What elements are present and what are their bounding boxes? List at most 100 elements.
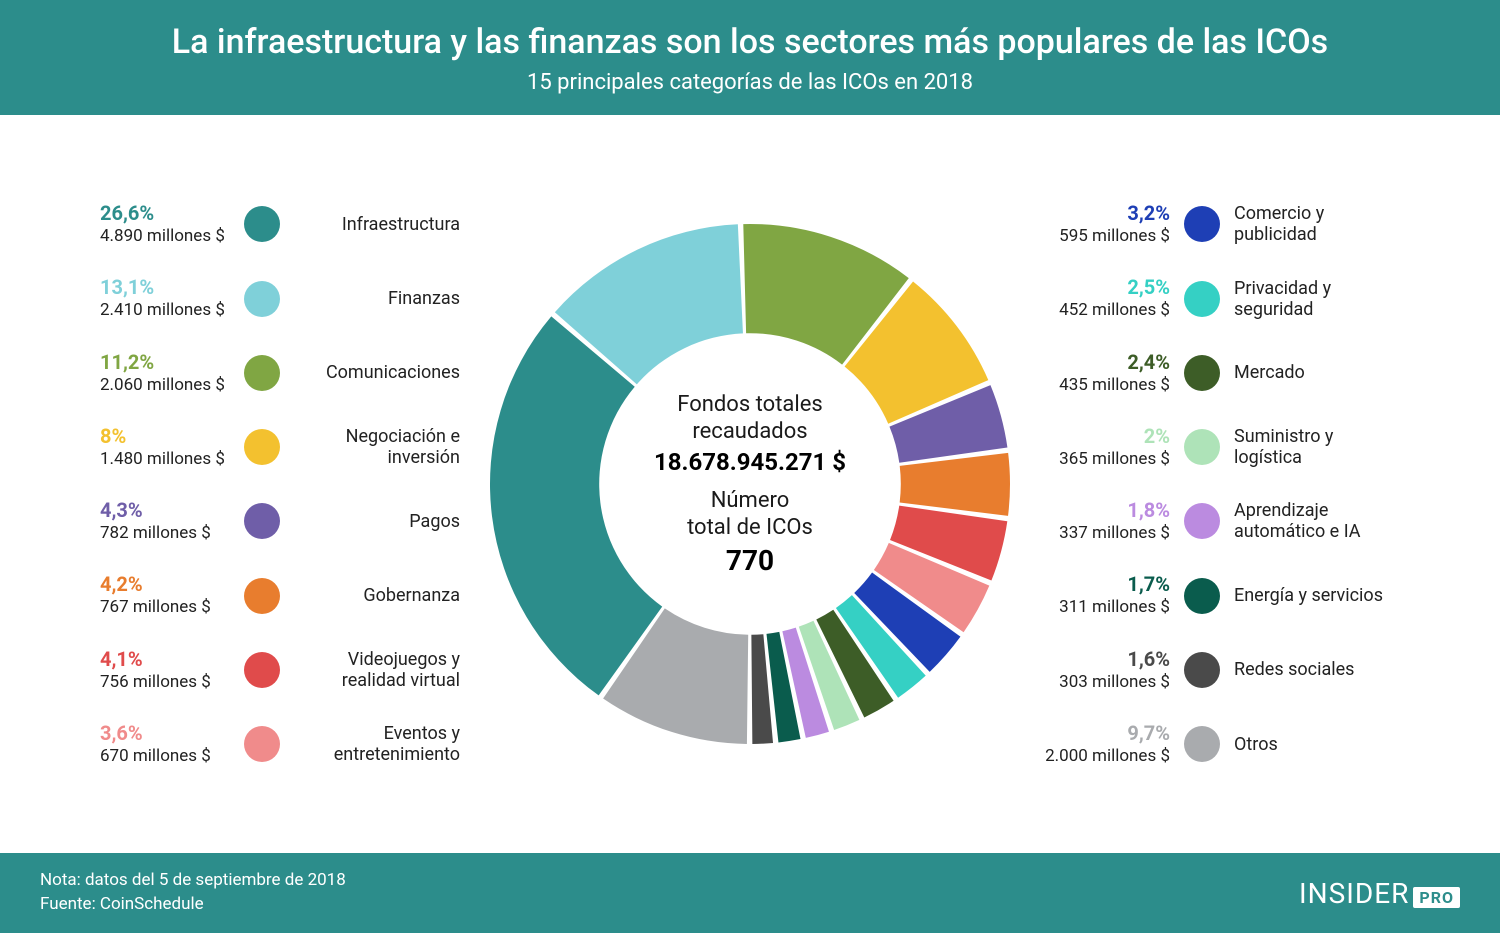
legend-pct: 26,6% bbox=[100, 201, 230, 226]
legend-pct: 1,8% bbox=[1040, 498, 1170, 523]
legend-label: Finanzas bbox=[294, 288, 460, 309]
legend-color-dot bbox=[244, 206, 280, 242]
legend-item: Eventos y entretenimiento 3,6%670 millone… bbox=[100, 721, 460, 767]
legend-item: 2%365 millones $ Suministro y logística bbox=[1040, 424, 1400, 470]
legend-label: Redes sociales bbox=[1234, 659, 1400, 680]
legend-color-dot bbox=[1184, 355, 1220, 391]
legend-color-dot bbox=[1184, 206, 1220, 242]
legend-value: 4.890 millones $ bbox=[100, 226, 230, 247]
legend-value: 756 millones $ bbox=[100, 672, 230, 693]
center-line2: recaudados bbox=[692, 419, 807, 444]
legend-values: 2,4%435 millones $ bbox=[1040, 350, 1170, 396]
legend-pct: 13,1% bbox=[100, 275, 230, 300]
legend-label: Suministro y logística bbox=[1234, 426, 1400, 468]
legend-value: 767 millones $ bbox=[100, 597, 230, 618]
legend-value: 670 millones $ bbox=[100, 746, 230, 767]
legend-pct: 1,6% bbox=[1040, 647, 1170, 672]
legend-color-dot bbox=[244, 652, 280, 688]
legend-color-dot bbox=[1184, 652, 1220, 688]
page-title: La infraestructura y las finanzas son lo… bbox=[20, 22, 1480, 62]
legend-label: Otros bbox=[1234, 734, 1400, 755]
legend-value: 595 millones $ bbox=[1040, 226, 1170, 247]
legend-color-dot bbox=[1184, 726, 1220, 762]
legend-color-dot bbox=[1184, 429, 1220, 465]
legend-pct: 8% bbox=[100, 424, 230, 449]
legend-values: 2,5%452 millones $ bbox=[1040, 275, 1170, 321]
legend-values: 1,7%311 millones $ bbox=[1040, 572, 1170, 618]
legend-value: 311 millones $ bbox=[1040, 597, 1170, 618]
legend-item: 9,7%2.000 millones $ Otros bbox=[1040, 721, 1400, 767]
legend-value: 1.480 millones $ bbox=[100, 449, 230, 470]
legend-pct: 2,5% bbox=[1040, 275, 1170, 300]
legend-value: 782 millones $ bbox=[100, 523, 230, 544]
legend-label: Privacidad y seguridad bbox=[1234, 278, 1400, 320]
legend-label: Videojuegos y realidad virtual bbox=[294, 649, 460, 691]
legend-item: 1,8%337 millones $ Aprendizaje automático… bbox=[1040, 498, 1400, 544]
legend-value: 2.000 millones $ bbox=[1040, 746, 1170, 767]
legend-pct: 4,2% bbox=[100, 572, 230, 597]
legend-label: Comunicaciones bbox=[294, 362, 460, 383]
center-line1: Fondos totales bbox=[677, 392, 822, 417]
legend-pct: 3,6% bbox=[100, 721, 230, 746]
legend-pct: 4,1% bbox=[100, 647, 230, 672]
legend-pct: 1,7% bbox=[1040, 572, 1170, 597]
legend-color-dot bbox=[1184, 281, 1220, 317]
legend-color-dot bbox=[244, 355, 280, 391]
legend-label: Pagos bbox=[294, 511, 460, 532]
legend-values: 4,3%782 millones $ bbox=[100, 498, 230, 544]
legend-item: Finanzas 13,1%2.410 millones $ bbox=[100, 275, 460, 321]
legend-label: Infraestructura bbox=[294, 214, 460, 235]
legend-label: Negociación e inversión bbox=[294, 426, 460, 468]
legend-pct: 11,2% bbox=[100, 350, 230, 375]
center-total-icos: 770 bbox=[726, 544, 774, 577]
legend-label: Aprendizaje automático e IA bbox=[1234, 500, 1400, 542]
legend-values: 8%1.480 millones $ bbox=[100, 424, 230, 470]
legend-item: 1,6%303 millones $ Redes sociales bbox=[1040, 647, 1400, 693]
legend-label: Gobernanza bbox=[294, 585, 460, 606]
legend-item: Comunicaciones 11,2%2.060 millones $ bbox=[100, 350, 460, 396]
donut-center: Fondos totales recaudados 18.678.945.271… bbox=[480, 214, 1020, 754]
legend-color-dot bbox=[1184, 503, 1220, 539]
legend-values: 1,8%337 millones $ bbox=[1040, 498, 1170, 544]
footer-note: Nota: datos del 5 de septiembre de 2018 bbox=[40, 869, 346, 893]
page-subtitle: 15 principales categorías de las ICOs en… bbox=[20, 70, 1480, 95]
legend-values: 4,1%756 millones $ bbox=[100, 647, 230, 693]
footer-source: Fuente: CoinSchedule bbox=[40, 893, 346, 917]
legend-values: 1,6%303 millones $ bbox=[1040, 647, 1170, 693]
legend-item: 1,7%311 millones $Energía y servicios bbox=[1040, 572, 1400, 618]
legend-values: 26,6%4.890 millones $ bbox=[100, 201, 230, 247]
legend-value: 365 millones $ bbox=[1040, 449, 1170, 470]
legend-item: Negociación e inversión 8%1.480 millones … bbox=[100, 424, 460, 470]
legend-right: 3,2%595 millones $ Comercio y publicidad 2… bbox=[1040, 201, 1400, 767]
legend-pct: 4,3% bbox=[100, 498, 230, 523]
footer-notes: Nota: datos del 5 de septiembre de 2018 … bbox=[40, 869, 346, 917]
legend-item: 3,2%595 millones $ Comercio y publicidad bbox=[1040, 201, 1400, 247]
legend-label: Eventos y entretenimiento bbox=[294, 723, 460, 765]
legend-pct: 2,4% bbox=[1040, 350, 1170, 375]
header: La infraestructura y las finanzas son lo… bbox=[0, 0, 1500, 115]
legend-color-dot bbox=[244, 429, 280, 465]
legend-left: Infraestructura 26,6%4.890 millones $ Fina… bbox=[100, 201, 460, 767]
legend-label: Comercio y publicidad bbox=[1234, 203, 1400, 245]
legend-item: Gobernanza 4,2%767 millones $ bbox=[100, 572, 460, 618]
legend-values: 11,2%2.060 millones $ bbox=[100, 350, 230, 396]
legend-pct: 9,7% bbox=[1040, 721, 1170, 746]
legend-value: 2.060 millones $ bbox=[100, 375, 230, 396]
legend-values: 4,2%767 millones $ bbox=[100, 572, 230, 618]
legend-item: 2,4%435 millones $Mercado bbox=[1040, 350, 1400, 396]
legend-values: 9,7%2.000 millones $ bbox=[1040, 721, 1170, 767]
legend-values: 2%365 millones $ bbox=[1040, 424, 1170, 470]
center-line4: total de ICOs bbox=[687, 515, 813, 540]
legend-value: 337 millones $ bbox=[1040, 523, 1170, 544]
footer: Nota: datos del 5 de septiembre de 2018 … bbox=[0, 853, 1500, 933]
legend-value: 303 millones $ bbox=[1040, 672, 1170, 693]
legend-item: 2,5%452 millones $ Privacidad y seguridad bbox=[1040, 275, 1400, 321]
legend-item: Infraestructura 26,6%4.890 millones $ bbox=[100, 201, 460, 247]
donut-chart: Fondos totales recaudados 18.678.945.271… bbox=[480, 214, 1020, 754]
legend-color-dot bbox=[244, 503, 280, 539]
center-total-funds: 18.678.945.271 $ bbox=[654, 448, 846, 476]
legend-value: 2.410 millones $ bbox=[100, 300, 230, 321]
legend-color-dot bbox=[244, 726, 280, 762]
legend-pct: 3,2% bbox=[1040, 201, 1170, 226]
legend-values: 3,2%595 millones $ bbox=[1040, 201, 1170, 247]
